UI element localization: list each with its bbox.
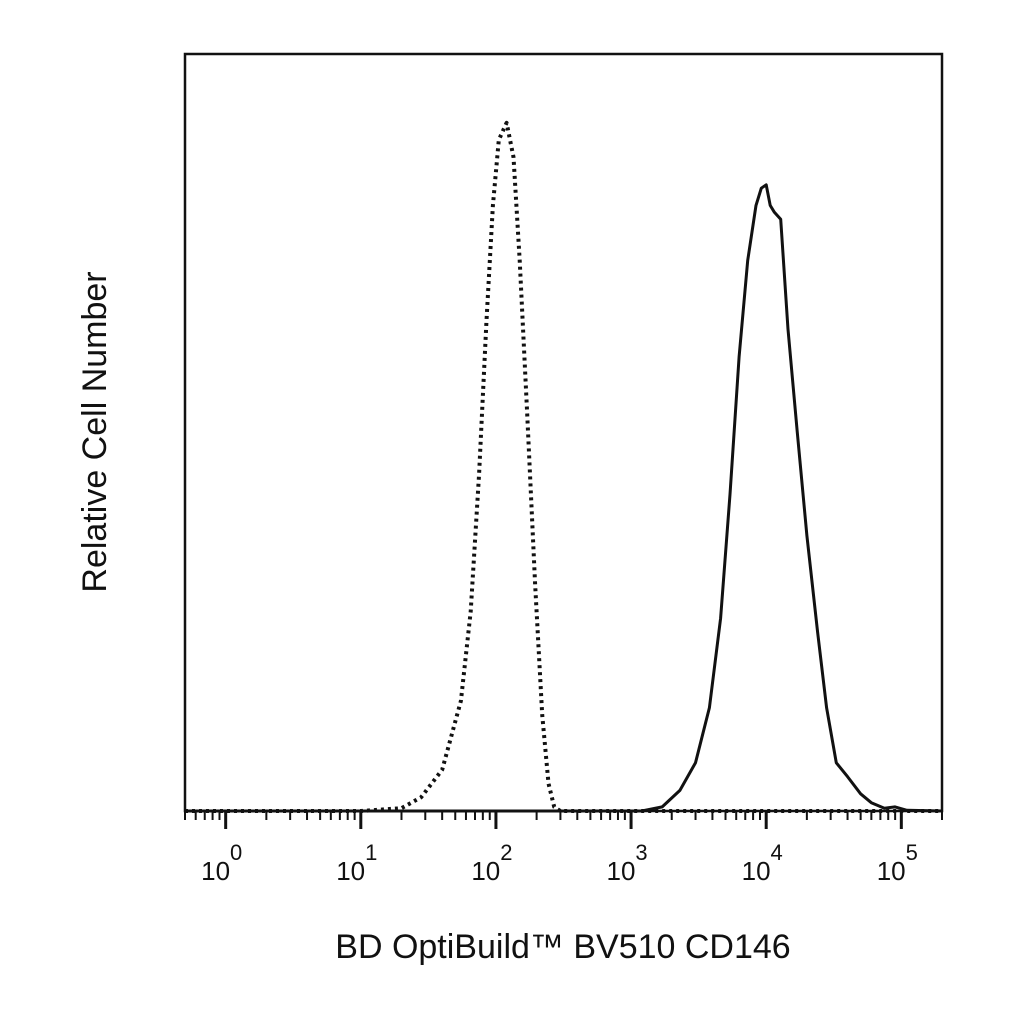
series-line-dotted <box>185 120 942 813</box>
y-axis-label: Relative Cell Number <box>76 271 114 592</box>
x-axis-ticks <box>184 811 943 829</box>
x-axis-label: BD OptiBuild™ BV510 CD146 <box>335 928 790 966</box>
plot-frame <box>183 52 944 813</box>
x-tick-label: 104 <box>742 840 783 886</box>
x-tick-label: 103 <box>607 840 648 886</box>
series-line-solid <box>185 183 943 813</box>
x-tick-label: 101 <box>336 840 377 886</box>
series-layer <box>185 120 943 813</box>
x-tick-label: 105 <box>877 840 918 886</box>
x-tick-label: 102 <box>471 840 512 886</box>
x-tick-label: 100 <box>201 840 242 886</box>
x-axis-tick-labels: 100 101 102 103 104 105 <box>201 840 918 886</box>
